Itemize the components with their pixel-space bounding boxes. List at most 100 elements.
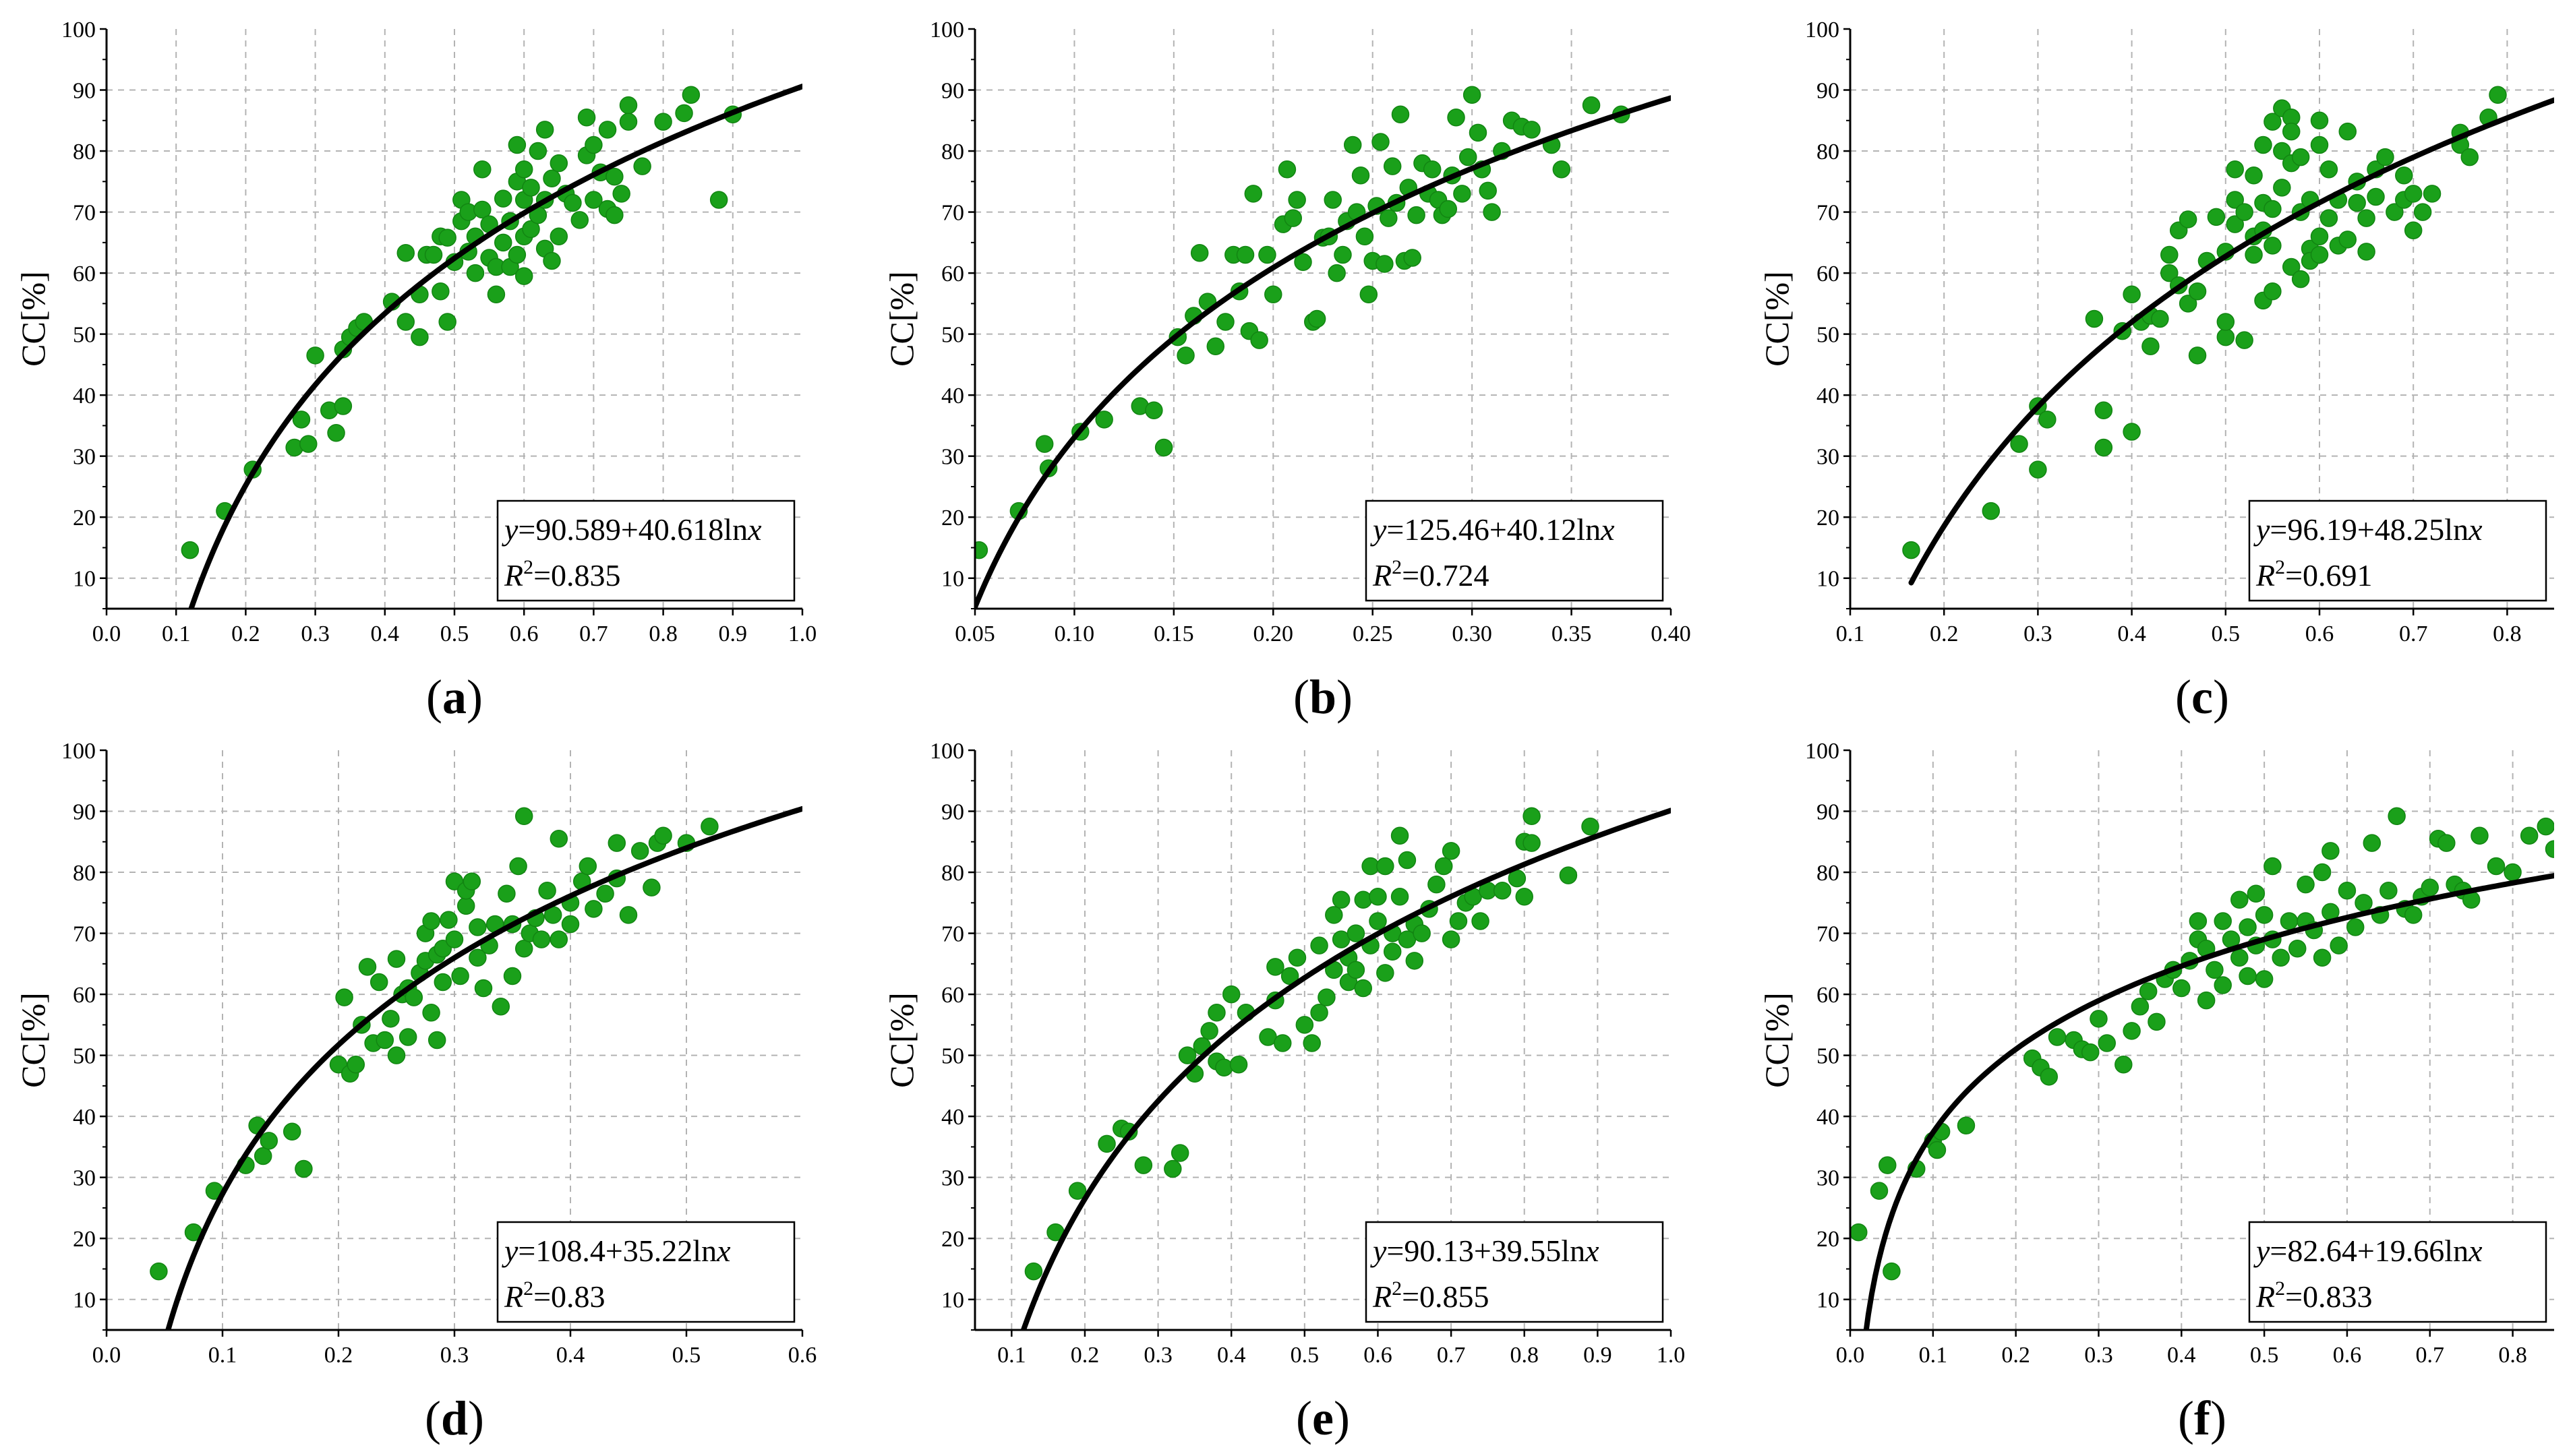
r-squared-line: R2=0.835 xyxy=(504,556,621,593)
data-point xyxy=(2094,401,2113,420)
y-tick-label: 50 xyxy=(73,323,96,348)
y-tick-label: 20 xyxy=(73,506,96,530)
data-point xyxy=(1369,888,1387,906)
data-point xyxy=(535,121,554,139)
data-point xyxy=(398,1028,417,1046)
x-tick-label: 0.2 xyxy=(324,1343,353,1368)
data-point xyxy=(2235,331,2253,349)
data-point xyxy=(538,881,556,900)
data-point xyxy=(1447,109,1465,127)
chart-panel-c: 0.1 0.2 0.3 0.4 0.5 0.6 0.7 0.8 10 20 30 40 50 60 70 80… xyxy=(1758,18,2554,724)
data-point xyxy=(1559,866,1578,884)
data-point xyxy=(1310,1004,1328,1022)
data-point xyxy=(1318,988,1336,1006)
data-layer xyxy=(1020,807,1671,1330)
data-point xyxy=(2280,912,2299,930)
data-point xyxy=(2048,1028,2067,1046)
data-point xyxy=(405,988,423,1006)
data-point xyxy=(1284,209,1303,227)
y-tick-label: 10 xyxy=(1816,567,1839,592)
data-point xyxy=(1423,160,1442,179)
y-tick-label: 30 xyxy=(941,445,964,470)
data-point xyxy=(494,189,512,208)
data-point xyxy=(1376,857,1394,876)
y-tick-label: 20 xyxy=(73,1227,96,1252)
data-point xyxy=(2245,245,2263,264)
x-tick-label: 0.1 xyxy=(997,1343,1026,1368)
data-point xyxy=(456,897,475,915)
data-point xyxy=(2085,309,2104,328)
x-tick-label: 0.0 xyxy=(92,621,121,646)
data-point xyxy=(2313,948,2332,967)
y-tick-label: 60 xyxy=(1816,262,1839,286)
equation-line: y=90.13+39.55lnx xyxy=(1370,1234,1599,1268)
data-point xyxy=(675,104,693,123)
x-tick-label: 0.3 xyxy=(2023,621,2052,646)
data-point xyxy=(438,229,456,247)
data-point xyxy=(382,1010,400,1028)
x-tick-label: 0.20 xyxy=(1253,621,1294,646)
y-tick-label: 90 xyxy=(941,79,964,104)
data-point xyxy=(585,191,603,209)
y-tick-label: 80 xyxy=(1816,861,1839,886)
data-point xyxy=(474,979,493,998)
data-point xyxy=(1552,160,1571,179)
data-point xyxy=(424,245,443,264)
data-point xyxy=(2460,148,2479,166)
fit-curve xyxy=(188,84,802,609)
data-point xyxy=(387,1046,406,1064)
data-point xyxy=(2264,857,2282,876)
data-point xyxy=(2207,208,2226,226)
data-point xyxy=(2367,187,2385,206)
data-point xyxy=(2423,185,2442,203)
data-point xyxy=(1266,958,1284,976)
data-point xyxy=(585,135,603,154)
data-point xyxy=(2379,881,2398,900)
x-tick-label: 0.3 xyxy=(1144,1343,1173,1368)
y-tick-label: 60 xyxy=(941,262,964,286)
data-point xyxy=(570,211,589,229)
data-point xyxy=(2188,282,2207,301)
data-point xyxy=(2131,997,2150,1016)
x-tick-label: 0.8 xyxy=(1510,1343,1539,1368)
data-point xyxy=(1258,245,1276,264)
data-point xyxy=(2520,826,2539,845)
fit-curve xyxy=(1020,808,1671,1330)
y-tick-label: 90 xyxy=(73,79,96,104)
y-tick-label: 60 xyxy=(73,983,96,1008)
data-point xyxy=(2338,231,2357,249)
data-point xyxy=(2226,215,2244,233)
data-point xyxy=(2230,948,2249,967)
y-tick-label: 70 xyxy=(73,922,96,947)
data-point xyxy=(2216,328,2235,346)
data-point xyxy=(387,950,406,968)
data-point xyxy=(295,1159,313,1178)
r-squared-line: R2=0.83 xyxy=(504,1277,605,1314)
equation-box xyxy=(1365,499,1664,602)
data-point xyxy=(1522,121,1541,139)
y-tick-label: 90 xyxy=(1816,79,1839,104)
data-point xyxy=(334,397,353,415)
data-point xyxy=(150,1262,168,1281)
y-tick-label: 20 xyxy=(1816,1227,1839,1252)
data-point xyxy=(503,967,522,985)
data-point xyxy=(1303,1034,1321,1052)
x-tick-label: 0.15 xyxy=(1154,621,1194,646)
equation-line: y=90.589+40.618lnx xyxy=(502,512,762,547)
data-point xyxy=(2172,979,2191,998)
data-point xyxy=(498,884,516,903)
data-point xyxy=(630,842,649,860)
data-point xyxy=(1177,346,1195,365)
data-point xyxy=(1982,502,2001,520)
data-point xyxy=(1164,1159,1182,1178)
data-point xyxy=(438,313,456,331)
data-point xyxy=(1434,857,1453,876)
equation-line: y=82.64+19.66lnx xyxy=(2253,1234,2483,1268)
data-point xyxy=(358,958,377,976)
data-point xyxy=(608,834,626,852)
data-point xyxy=(2338,881,2357,900)
data-point xyxy=(1442,842,1460,860)
data-point xyxy=(2139,982,2158,1000)
data-point xyxy=(1515,888,1533,906)
data-point xyxy=(1390,888,1409,906)
